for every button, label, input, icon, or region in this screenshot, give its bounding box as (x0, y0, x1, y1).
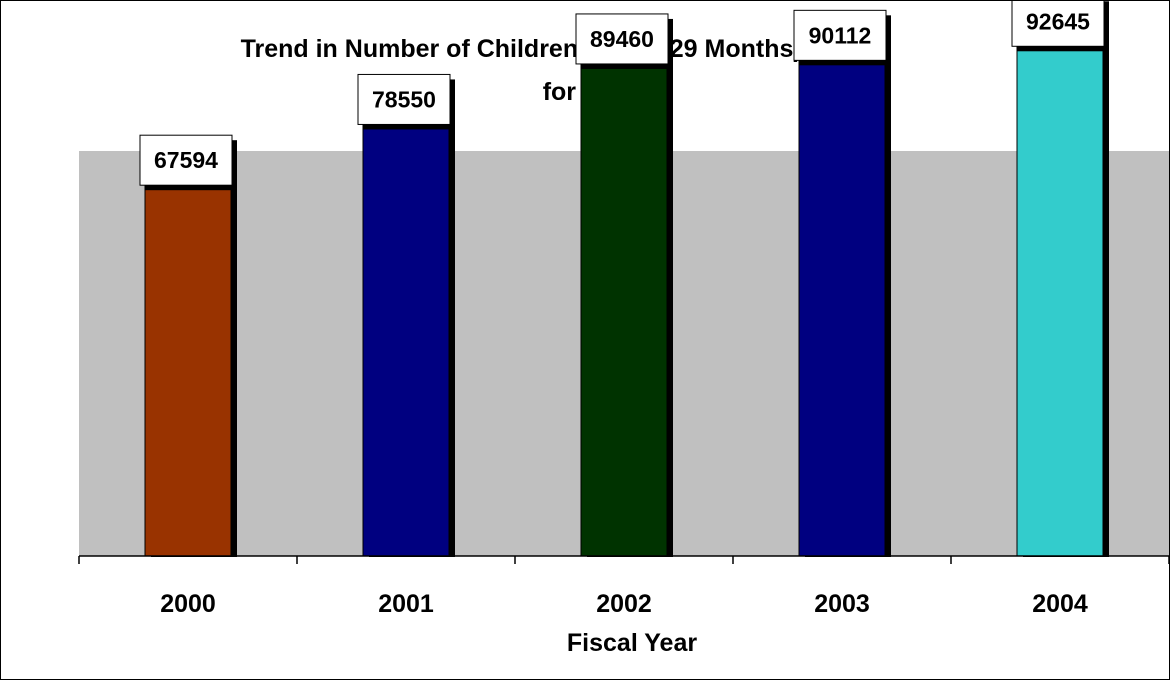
data-label-box (1011, 1, 1105, 47)
data-label-2003: 90112 (793, 9, 891, 66)
data-label-value: 78550 (372, 86, 436, 112)
x-tick-label-2004: 2004 (1032, 590, 1088, 618)
x-tick-label-2003: 2003 (814, 590, 870, 618)
bars-layer (144, 41, 1109, 558)
data-label-2001: 78550 (357, 73, 455, 130)
bar-2003[interactable] (798, 55, 886, 557)
data-label-box (357, 73, 451, 125)
data-label-2000: 67594 (139, 134, 237, 191)
data-label-value: 90112 (809, 22, 872, 48)
data-label-value: 67594 (154, 147, 218, 173)
data-label-2004: 92645 (1011, 1, 1109, 52)
bar-2004[interactable] (1016, 41, 1104, 557)
data-label-box (793, 9, 887, 61)
x-tick-label-2002: 2002 (596, 590, 652, 618)
bar-2000[interactable] (144, 180, 232, 557)
data-label-value: 92645 (1026, 8, 1090, 34)
x-tick-label-2000: 2000 (160, 590, 216, 618)
x-tick-label-2001: 2001 (378, 590, 434, 618)
bar-2002[interactable] (580, 59, 668, 557)
data-label-box (139, 134, 233, 186)
chart-title-line-1: Trend in Number of Children (Age 6-29 Mo… (241, 35, 888, 63)
data-label-value: 89460 (590, 26, 654, 52)
x-axis-tick-labels: 2000 2001 2002 2003 2004 (160, 590, 1088, 618)
data-labels-layer: 67594 78550 89460 90112 92645 (139, 1, 1109, 191)
x-axis-title: Fiscal Year (567, 629, 697, 657)
bar-2001[interactable] (362, 119, 450, 557)
data-label-box (575, 13, 669, 65)
x-axis-ticks (78, 556, 1170, 564)
data-label-2002: 89460 (575, 13, 673, 69)
